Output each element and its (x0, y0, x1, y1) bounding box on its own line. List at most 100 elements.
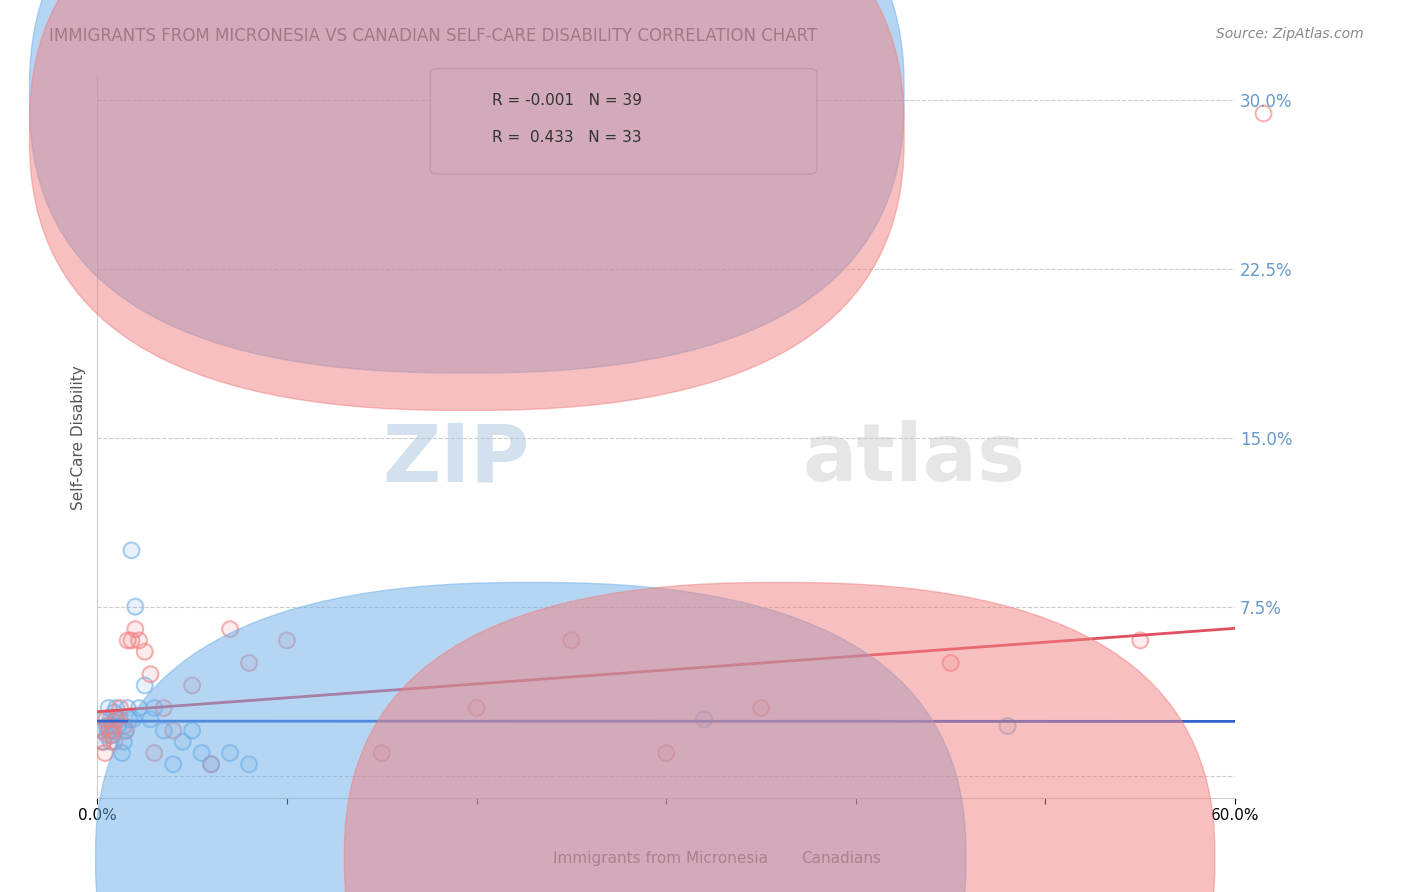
Point (139, 667, 162, 681)
Point (181, 678, 204, 692)
Point (560, 633, 582, 648)
Point (90, 723, 112, 738)
Point (97, 723, 120, 738)
Point (939, 656, 962, 670)
Text: IMMIGRANTS FROM MICRONESIA VS CANADIAN SELF-CARE DISABILITY CORRELATION CHART: IMMIGRANTS FROM MICRONESIA VS CANADIAN S… (49, 27, 817, 45)
Point (190, 746, 212, 760)
Point (997, 719, 1019, 733)
Point (152, 723, 174, 738)
Point (219, 622, 242, 636)
Point (181, 723, 204, 738)
Point (111, 746, 134, 760)
Point (97, 723, 120, 738)
Point (162, 757, 184, 772)
Point (121, 633, 143, 648)
Point (114, 723, 136, 738)
Point (134, 645, 156, 659)
Point (90, 723, 112, 738)
Point (103, 706, 125, 720)
Point (134, 678, 156, 692)
Point (114, 723, 136, 738)
Point (97, 701, 120, 715)
Point (181, 723, 204, 738)
Point (101, 728, 124, 742)
Point (91, 735, 114, 749)
Point (112, 719, 135, 733)
Point (190, 746, 212, 760)
Point (143, 701, 166, 715)
Point (219, 746, 242, 760)
Point (124, 622, 146, 636)
Point (112, 735, 135, 749)
Point (94, 712, 117, 726)
Point (128, 633, 150, 648)
Point (121, 543, 143, 558)
Point (122, 712, 145, 726)
Point (162, 723, 184, 738)
Point (371, 746, 394, 760)
Point (122, 712, 145, 726)
Point (94, 746, 117, 760)
Point (103, 723, 125, 738)
Point (238, 656, 260, 670)
Point (108, 701, 131, 715)
Point (112, 719, 135, 733)
Point (128, 701, 150, 715)
Point (152, 701, 174, 715)
Point (200, 757, 222, 772)
Point (112, 735, 135, 749)
Point (100, 728, 122, 742)
Point (105, 701, 128, 715)
Point (103, 723, 125, 738)
Point (655, 746, 678, 760)
Point (560, 633, 582, 648)
Point (90, 723, 112, 738)
Point (124, 622, 146, 636)
Point (655, 746, 678, 760)
Point (162, 757, 184, 772)
Point (749, 701, 772, 715)
Point (181, 678, 204, 692)
Point (105, 712, 128, 726)
Point (117, 701, 139, 715)
Point (693, 712, 716, 726)
Point (238, 757, 260, 772)
Point (91, 735, 114, 749)
Point (117, 633, 139, 648)
Point (143, 746, 166, 760)
Point (465, 701, 488, 715)
Point (121, 633, 143, 648)
Point (107, 719, 129, 733)
Text: Source: ZipAtlas.com: Source: ZipAtlas.com (1216, 27, 1364, 41)
Point (90, 723, 112, 738)
Point (101, 719, 124, 733)
Point (108, 712, 131, 726)
Point (91, 735, 114, 749)
Point (219, 622, 242, 636)
Point (105, 701, 128, 715)
Text: ZIP: ZIP (382, 420, 530, 499)
Point (96, 719, 118, 733)
Point (118, 712, 141, 726)
Point (100, 735, 122, 749)
Point (219, 746, 242, 760)
Point (172, 735, 194, 749)
Point (238, 656, 260, 670)
Point (100, 735, 122, 749)
Point (139, 712, 162, 726)
Point (103, 735, 125, 749)
Point (1253, 106, 1275, 120)
Point (96, 712, 118, 726)
Point (118, 712, 141, 726)
Text: R = -0.001   N = 39: R = -0.001 N = 39 (492, 93, 643, 108)
Point (997, 719, 1019, 733)
Text: R =  0.433   N = 33: R = 0.433 N = 33 (492, 130, 641, 145)
Point (100, 712, 122, 726)
Point (100, 728, 122, 742)
Point (108, 712, 131, 726)
Point (693, 712, 716, 726)
Point (107, 719, 129, 733)
Point (94, 712, 117, 726)
Point (200, 757, 222, 772)
Point (139, 712, 162, 726)
